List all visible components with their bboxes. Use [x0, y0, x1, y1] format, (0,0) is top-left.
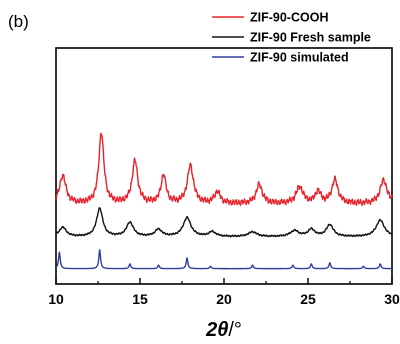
- legend-label-1: ZIF-90-COOH: [250, 11, 328, 25]
- x-tick-label: 15: [132, 291, 148, 307]
- legend-label-2: ZIF-90 Fresh sample: [250, 31, 371, 45]
- panel-label: (b): [8, 12, 29, 31]
- plot-frame: [55, 47, 393, 285]
- x-axis-label-unit: /°: [228, 319, 242, 341]
- series-layer: [55, 132, 393, 270]
- x-axis: 10 15 20 25 30: [48, 278, 400, 307]
- series-line-1: [55, 132, 393, 207]
- x-tick-label: 30: [384, 291, 400, 307]
- legend-label-3: ZIF-90 simulated: [250, 51, 349, 65]
- legend: ZIF-90-COOH ZIF-90 Fresh sample ZIF-90 sim…: [212, 11, 371, 65]
- x-axis-label: 2θ/°: [205, 319, 242, 341]
- x-tick-label: 10: [48, 291, 64, 307]
- x-axis-label-variable: 2θ: [205, 319, 228, 341]
- x-tick-label: 25: [300, 291, 316, 307]
- series-line-2: [55, 207, 393, 238]
- series-line-3: [55, 249, 393, 270]
- x-tick-label: 20: [216, 291, 232, 307]
